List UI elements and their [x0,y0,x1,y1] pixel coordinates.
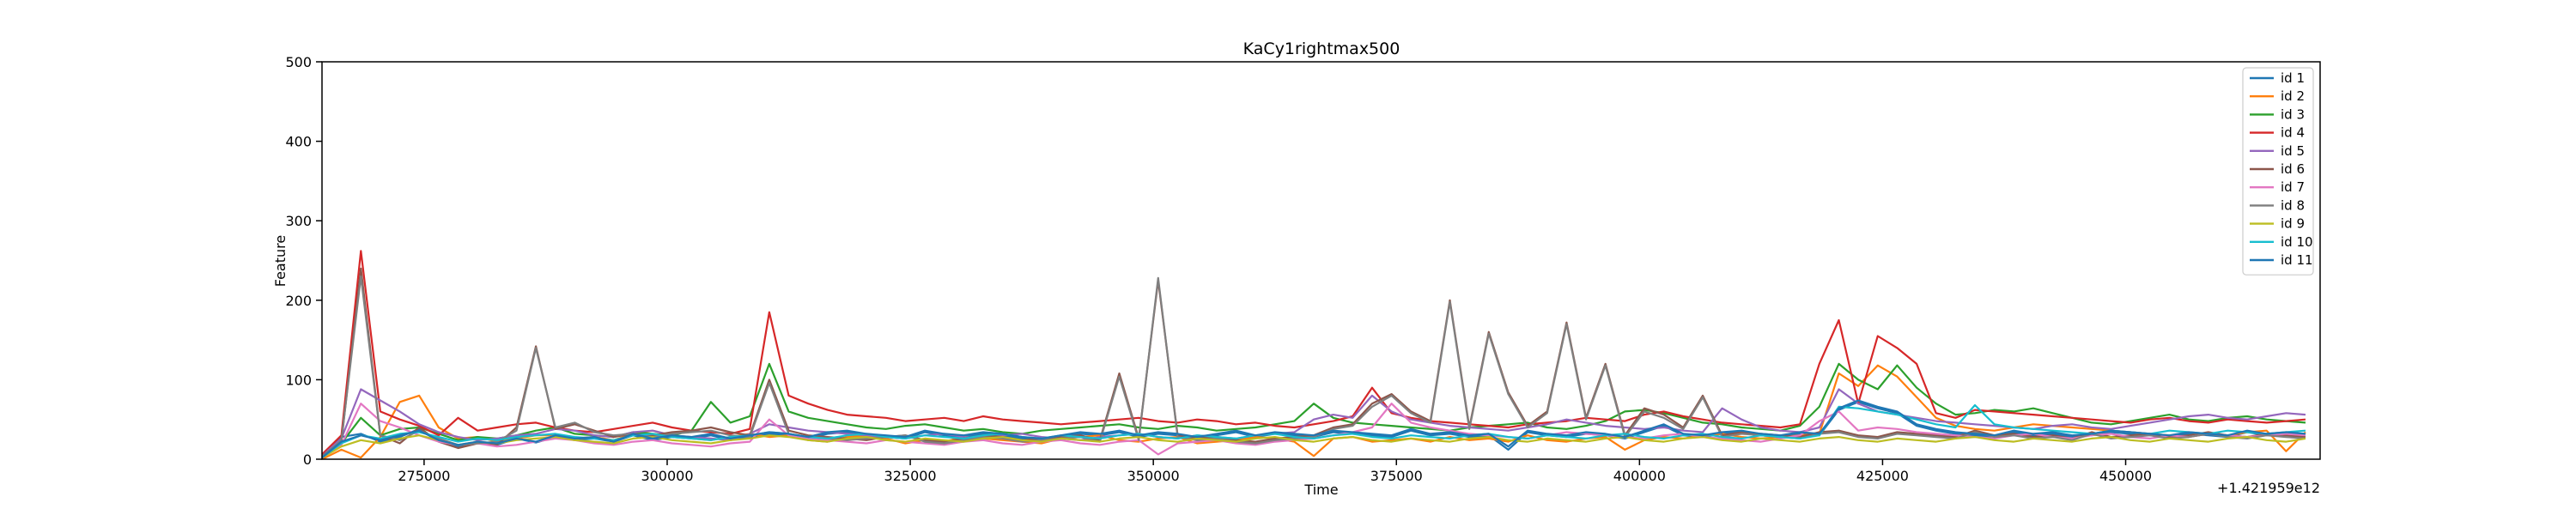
legend-label: id 8 [2281,197,2305,213]
y-tick-label: 400 [285,134,312,150]
y-axis: 0 100 200 300 400 500 [285,54,322,468]
x-tick-label: 375000 [1370,468,1423,484]
x-tick-label: 325000 [884,468,937,484]
x-tick-label: 400000 [1613,468,1666,484]
x-axis-label: Time [1303,482,1338,498]
x-tick-label: 450000 [2099,468,2152,484]
x-tick-label: 350000 [1127,468,1180,484]
plot-frame [321,61,2321,460]
legend-label: id 3 [2281,106,2305,122]
y-tick-label: 200 [285,293,312,309]
x-tick-label: 425000 [1856,468,1909,484]
y-tick-label: 300 [285,213,312,229]
legend-label: id 4 [2281,125,2305,141]
x-axis-offset-label: +1.421959e12 [2217,480,2320,496]
x-tick-label: 275000 [398,468,450,484]
legend-label: id 6 [2281,161,2305,177]
series-line-4 [321,250,2306,456]
legend-label: id 10 [2281,234,2313,250]
legend-label: id 1 [2281,70,2305,86]
legend-label: id 5 [2281,143,2305,159]
legend-label: id 9 [2281,216,2305,232]
series-line-5 [321,388,2306,457]
plot-area [321,250,2306,460]
chart-title: KaCy1rightmax500 [1243,39,1400,58]
legend-label: id 11 [2281,252,2313,268]
y-tick-label: 0 [303,451,312,468]
x-tick-label: 300000 [641,468,693,484]
legend: id 1 id 2 id 3 id 4 id 5 id 6 id 7 id 8 id 9 id 1… [2242,67,2314,276]
y-axis-label: Feature [272,235,289,287]
series-line-9 [321,434,2306,459]
legend-label: id 7 [2281,179,2305,195]
y-tick-label: 100 [285,372,312,388]
series-line-8 [321,275,2306,458]
series-line-10 [321,403,2306,458]
y-tick-label: 500 [285,54,312,70]
legend-label: id 2 [2281,88,2305,104]
series-line-11 [321,399,2306,458]
x-axis: 275000 300000 325000 350000 375000 400000 4250… [398,459,2152,484]
